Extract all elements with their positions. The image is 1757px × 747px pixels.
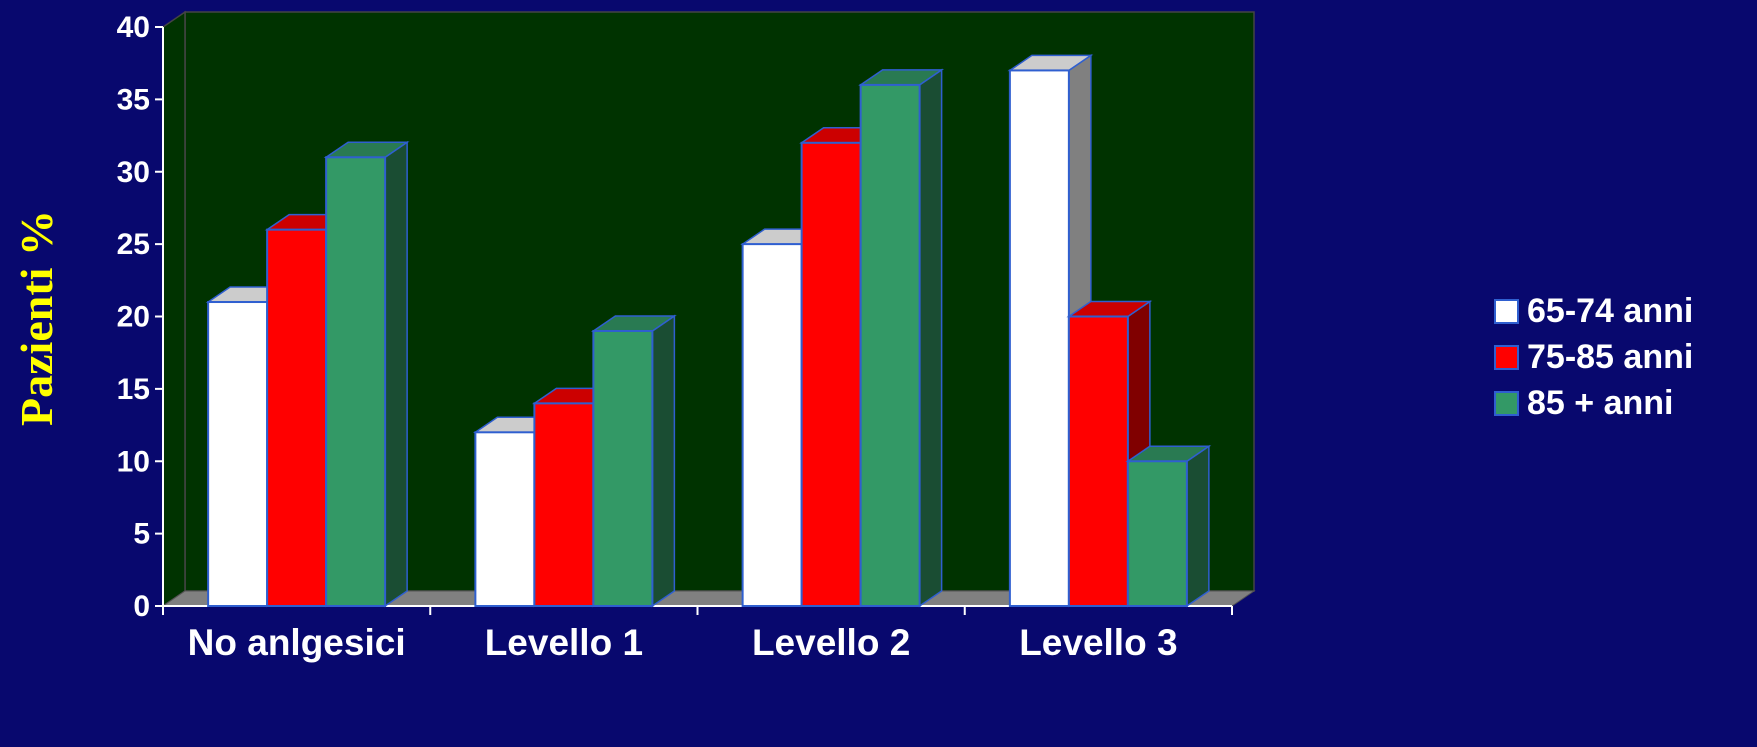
bar-side-face: [918, 68, 943, 608]
x-tick-label: Levello 3: [1019, 622, 1177, 663]
bar-front-face: [1126, 460, 1188, 607]
bar-front-face: [266, 228, 328, 607]
y-tick-label: 35: [117, 83, 150, 116]
x-axis-labels: No anlgesici Levello 1 Levello 2 Levello 3: [188, 622, 1178, 663]
y-axis-title: Pazienti %: [11, 210, 62, 426]
plot-side-wall: [162, 10, 186, 608]
legend-item: 85 + anni: [1494, 380, 1754, 426]
legend-item: 65-74 anni: [1494, 288, 1754, 334]
bar: [323, 140, 410, 608]
legend-swatch: [1494, 390, 1519, 416]
y-tick-label: 30: [117, 156, 150, 189]
y-tick-label: 20: [117, 301, 150, 334]
bar-front-face: [1067, 315, 1129, 607]
bar-front-face: [207, 301, 269, 607]
bar: [1125, 444, 1212, 608]
y-tick-label: 0: [133, 590, 150, 623]
y-tick-label: 5: [133, 518, 150, 551]
legend-swatch: [1494, 298, 1519, 324]
bar-front-face: [859, 83, 921, 607]
x-tick-label: No anlgesici: [188, 622, 406, 663]
bar: [858, 68, 945, 608]
legend-swatch: [1494, 344, 1519, 370]
bar-side-face: [651, 314, 676, 608]
legend-label: 85 + anni: [1527, 383, 1674, 422]
bar: [590, 314, 677, 608]
x-tick-label: Levello 2: [752, 622, 910, 663]
y-tick-label: 25: [117, 228, 150, 261]
y-tick-label: 10: [117, 445, 150, 478]
legend-label: 75-85 anni: [1527, 337, 1694, 376]
chart-bars: [205, 54, 1212, 608]
bar-front-face: [474, 431, 536, 607]
legend-item: 75-85 anni: [1494, 334, 1754, 380]
chart-legend: 65-74 anni 75-85 anni 85 + anni: [1494, 288, 1754, 426]
y-tick-label: 15: [117, 373, 150, 406]
bar-front-face: [325, 156, 387, 607]
bar-side-face: [384, 140, 408, 608]
bar-front-face: [741, 243, 803, 607]
legend-label: 65-74 anni: [1527, 291, 1694, 330]
x-tick-label: Levello 1: [485, 622, 643, 663]
bar-front-face: [800, 141, 862, 608]
bar-side-face: [1186, 444, 1210, 608]
bar-front-face: [592, 329, 654, 607]
y-tick-label: 40: [117, 11, 150, 44]
bar-front-face: [1008, 69, 1070, 608]
bar-front-face: [533, 402, 595, 607]
